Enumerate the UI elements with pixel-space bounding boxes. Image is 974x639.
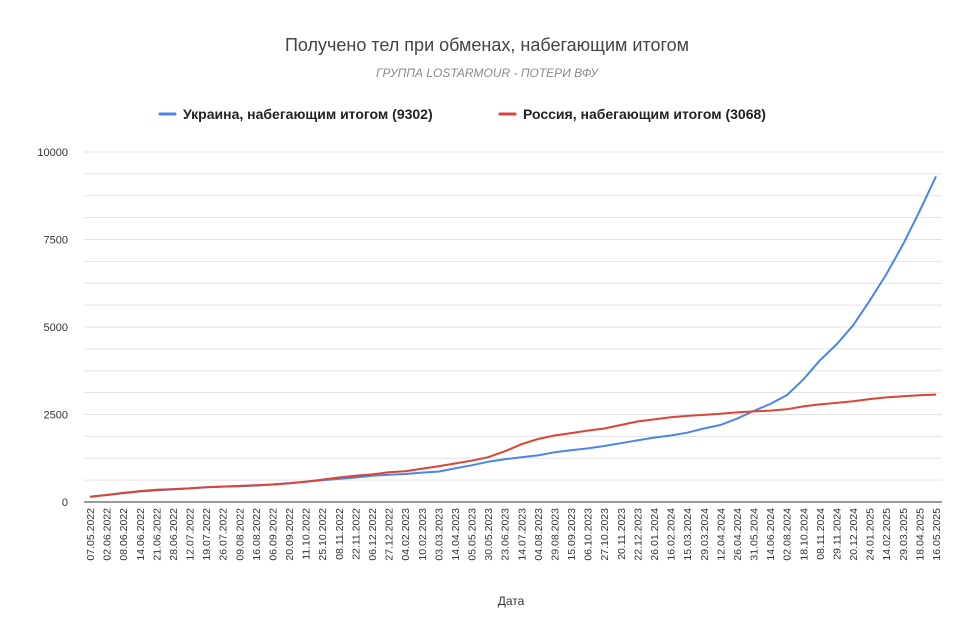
x-tick-label: 20.09.2022 (284, 508, 296, 561)
x-tick-label: 30.05.2023 (483, 508, 495, 561)
x-tick-label: 04.02.2023 (400, 508, 412, 561)
x-tick-label: 26.07.2022 (218, 508, 230, 561)
x-tick-label: 29.08.2023 (549, 508, 561, 561)
x-tick-label: 20.12.2024 (848, 508, 860, 561)
x-tick-label: 16.05.2025 (931, 508, 943, 561)
x-tick-label: 26.04.2024 (732, 508, 744, 561)
y-tick-label: 2500 (44, 410, 68, 422)
x-tick-label: 08.06.2022 (118, 508, 130, 561)
x-tick-label: 28.06.2022 (168, 508, 180, 561)
y-tick-label: 10000 (37, 147, 68, 159)
x-tick-label: 02.06.2022 (102, 508, 114, 561)
x-tick-label: 24.01.2025 (865, 508, 877, 561)
x-tick-label: 14.07.2023 (516, 508, 528, 561)
x-tick-label: 06.10.2023 (583, 508, 595, 561)
x-tick-label: 22.11.2022 (350, 508, 362, 560)
x-tick-label: 19.07.2022 (201, 508, 213, 561)
x-tick-label: 09.08.2022 (234, 508, 246, 561)
x-tick-label: 26.01.2024 (649, 508, 661, 561)
x-tick-label: 14.04.2023 (450, 508, 462, 561)
legend-label-ukraine: Украина, набегающим итогом (9302) (183, 106, 433, 122)
x-tick-label: 11.10.2022 (301, 508, 313, 560)
x-tick-label: 16.02.2024 (666, 508, 678, 561)
x-tick-label: 15.09.2023 (566, 508, 578, 561)
x-tick-label: 12.07.2022 (185, 508, 197, 561)
y-tick-label: 7500 (44, 235, 68, 247)
x-tick-label: 03.03.2023 (433, 508, 445, 561)
series-lines (89, 175, 937, 498)
gridlines (84, 151, 942, 481)
x-tick-label: 18.10.2024 (798, 508, 810, 561)
series-line-russia (89, 393, 937, 498)
x-tick-label: 14.02.2025 (881, 508, 893, 561)
legend-label-russia: Россия, набегающим итогом (3068) (523, 106, 766, 122)
x-tick-label: 10.02.2023 (417, 508, 429, 561)
x-tick-label: 22.12.2023 (632, 508, 644, 561)
x-tick-label: 31.05.2024 (749, 508, 761, 561)
x-tick-label: 20.11.2023 (616, 508, 628, 560)
chart-title: Получено тел при обменах, набегающим ито… (285, 35, 689, 55)
x-tick-label: 29.03.2024 (699, 508, 711, 561)
x-tick-label: 16.08.2022 (251, 508, 263, 561)
x-tick-label: 04.08.2023 (533, 508, 545, 561)
x-tick-label: 18.04.2025 (914, 508, 926, 561)
x-tick-label: 02.08.2024 (782, 508, 794, 561)
x-tick-label: 06.12.2022 (367, 508, 379, 561)
x-tick-label: 14.06.2024 (765, 508, 777, 561)
x-tick-label: 23.06.2023 (500, 508, 512, 561)
x-tick-label: 21.06.2022 (151, 508, 163, 561)
x-tick-label: 25.10.2022 (317, 508, 329, 561)
x-tick-label: 12.04.2024 (715, 508, 727, 561)
x-tick-label: 08.11.2024 (815, 508, 827, 560)
x-tick-label: 14.06.2022 (135, 508, 147, 561)
x-tick-label: 07.05.2022 (85, 508, 97, 561)
legend: Украина, набегающим итогом (9302) Россия… (158, 106, 766, 122)
x-tick-label: 05.05.2023 (467, 508, 479, 561)
y-axis-ticks: 0 2500 5000 7500 10000 (37, 147, 68, 509)
x-tick-label: 06.09.2022 (267, 508, 279, 561)
chart-subtitle: ГРУППА LOSTARMOUR - ПОТЕРИ ВФУ (376, 66, 599, 80)
y-tick-label: 0 (62, 497, 68, 509)
x-tick-label: 15.03.2024 (682, 508, 694, 561)
x-axis-ticks: 07.05.2022 02.06.2022 08.06.2022 14.06.2022… (85, 508, 943, 561)
x-tick-label: 29.11.2024 (831, 508, 843, 560)
x-tick-label: 27.12.2022 (384, 508, 396, 561)
x-tick-label: 08.11.2022 (334, 508, 346, 560)
y-tick-label: 5000 (44, 322, 68, 334)
x-axis-title: Дата (498, 594, 525, 608)
x-tick-label: 29.03.2025 (898, 508, 910, 561)
x-tick-label: 27.10.2023 (599, 508, 611, 561)
